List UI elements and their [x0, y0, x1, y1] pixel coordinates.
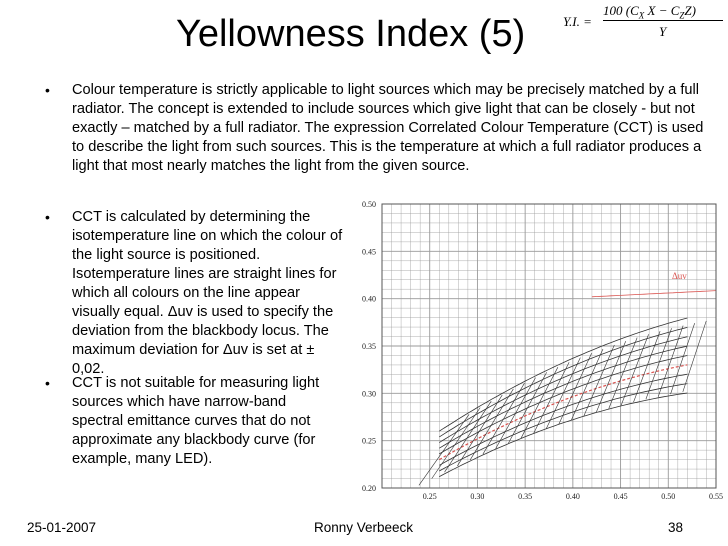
x-tick-label: 0.35: [518, 492, 532, 500]
isotemperature-line: [508, 372, 547, 444]
y-tick-label: 0.25: [362, 437, 376, 446]
duv-curve: [439, 327, 688, 438]
x-tick-label: 0.40: [566, 492, 580, 500]
y-tick-label: 0.20: [362, 484, 376, 493]
duv-curve: [439, 373, 688, 466]
slide-title: Yellowness Index (5): [176, 13, 526, 55]
chart-axes: [381, 203, 717, 489]
isotemperature-line: [633, 331, 661, 403]
isotemperature-line: [682, 320, 707, 393]
isotemperature-line: [457, 394, 503, 467]
duv-annotation: Δuv: [672, 271, 687, 281]
footer-date: 25-01-2007: [27, 520, 97, 535]
duv-curve: [439, 383, 688, 472]
bullet-text: CCT is not suitable for measuring light …: [72, 375, 320, 467]
duv-pointer-line: [591, 290, 717, 298]
isotemperature-line: [533, 362, 570, 434]
isotemperature-line: [418, 414, 470, 486]
x-tick-label: 0.25: [423, 492, 437, 500]
chart-frame: [381, 203, 717, 489]
x-tick-label: 0.50: [661, 492, 675, 500]
bullet-icon: •: [45, 82, 50, 98]
isotemperature-line: [571, 348, 604, 421]
x-tick-label: 0.30: [470, 492, 484, 500]
isotemperature-line: [520, 367, 559, 439]
isotemperature-line: [596, 341, 627, 413]
isotemperature-line: [495, 377, 536, 449]
formula-lhs: Y.I. =: [563, 14, 592, 29]
bullet-text: Colour temperature is strictly applicabl…: [72, 82, 704, 174]
y-tick-label: 0.45: [362, 247, 376, 256]
y-tick-label: 0.40: [362, 295, 376, 304]
isotemperature-line: [482, 383, 525, 455]
duv-curve: [439, 336, 688, 443]
isotemperature-line: [469, 388, 514, 461]
footer-author: Ronny Verbeeck: [314, 520, 414, 535]
isotemperature-line: [546, 357, 581, 429]
x-tick-label: 0.55: [709, 492, 723, 500]
isotemperature-line: [645, 328, 672, 400]
bullet-cct-limitation: • CCT is not suitable for measuring ligh…: [45, 374, 334, 469]
bullet-icon: •: [45, 375, 50, 391]
yellowness-formula: Y.I. = 100 (CX X − CZZ) Y: [563, 2, 725, 44]
isotemperature-line: [670, 323, 695, 395]
y-tick-label: 0.50: [362, 200, 376, 209]
isotemperature-line: [583, 344, 615, 417]
bullet-text: CCT is calculated by determining the iso…: [72, 209, 343, 377]
footer-page-number: 38: [668, 520, 684, 535]
bullet-icon: •: [45, 209, 50, 225]
formula-numerator: 100 (CX X − CZZ): [603, 3, 696, 21]
duv-curve: [439, 317, 688, 432]
chart-isotemperature-curves: [418, 290, 717, 486]
blackbody-locus: [439, 364, 688, 461]
isotemperature-line: [431, 407, 481, 479]
chart-grid: [381, 203, 717, 489]
isotemperature-line: [444, 401, 492, 473]
duv-curve: [439, 392, 688, 477]
y-tick-label: 0.35: [362, 342, 376, 351]
isotemperature-line: [657, 325, 684, 397]
isotemperature-line: [608, 337, 638, 409]
cct-isotemperature-diagram: 0.25 0.30 0.35 0.40 0.45 0.50 0.55 0.20 0.25 0.30…: [362, 200, 723, 500]
isotemperature-line: [620, 334, 649, 406]
formula-denominator: Y: [659, 24, 667, 39]
isotemperature-line: [558, 353, 592, 425]
duv-curve: [439, 345, 688, 449]
fraction-bar: [603, 20, 723, 21]
bullet-cct-calculation: • CCT is calculated by determining the i…: [45, 208, 344, 379]
chart-tick-labels: 0.25 0.30 0.35 0.40 0.45 0.50 0.55 0.20 0.25 0.30…: [362, 200, 723, 500]
x-tick-label: 0.45: [614, 492, 628, 500]
bullet-colour-temperature: • Colour temperature is strictly applica…: [45, 81, 712, 176]
y-tick-label: 0.30: [362, 389, 376, 398]
